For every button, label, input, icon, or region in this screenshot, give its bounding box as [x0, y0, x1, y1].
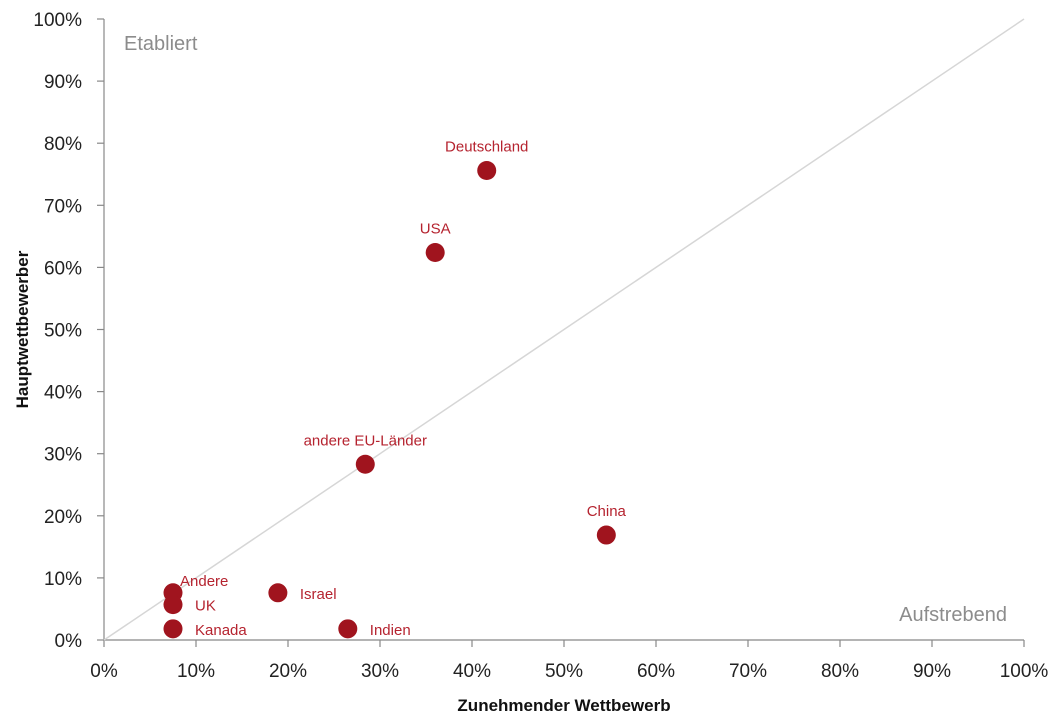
data-point-usa — [425, 242, 445, 262]
data-label-andere: Andere — [180, 573, 228, 590]
x-tick-label: 50% — [545, 661, 583, 682]
x-tick-label: 30% — [361, 661, 399, 682]
y-tick-label: 90% — [44, 72, 82, 93]
data-label-israel: Israel — [300, 586, 337, 603]
data-point-uk — [163, 595, 183, 615]
data-label-china: China — [587, 503, 627, 520]
y-tick-label: 50% — [44, 321, 82, 342]
x-axis: 0% 10% 20% 30% 40% 50% 60% 70% 80% 90% 100% — [90, 639, 1049, 682]
x-tick-label: 80% — [821, 661, 859, 682]
x-tick-label: 10% — [177, 661, 215, 682]
data-point-andere-eu-länder — [355, 454, 375, 474]
y-tick-label: 0% — [55, 631, 83, 652]
y-tick-label: 80% — [44, 134, 82, 155]
quadrant-label-etabliert: Etabliert — [124, 33, 198, 55]
y-tick-label: 30% — [44, 445, 82, 466]
data-point-deutschland — [477, 161, 497, 181]
x-tick-label: 60% — [637, 661, 675, 682]
data-label-deutschland: Deutschland — [445, 139, 528, 156]
y-axis-title: Hauptwettbewerber — [13, 250, 32, 408]
data-label-uk: UK — [195, 598, 216, 615]
x-axis-title: Zunehmender Wettbewerb — [457, 696, 670, 715]
data-point-israel — [268, 583, 288, 603]
data-label-indien: Indien — [370, 622, 411, 639]
data-point-china — [596, 525, 616, 545]
x-tick-label: 100% — [1000, 661, 1049, 682]
x-tick-label: 20% — [269, 661, 307, 682]
y-axis: 0% 10% 20% 30% 40% 50% 60% 70% 80% 90% 100% — [33, 10, 105, 652]
quadrant-label-aufstrebend: Aufstrebend — [899, 604, 1007, 626]
y-tick-label: 40% — [44, 383, 82, 404]
data-point-indien — [338, 619, 358, 639]
data-points: Deutschland USA andere EU-Länder China Ander… — [163, 139, 627, 639]
x-tick-label: 90% — [913, 661, 951, 682]
data-label-andere-eu-länder: andere EU-Länder — [304, 432, 427, 449]
data-point-kanada — [163, 619, 183, 639]
diagonal-reference-line — [103, 18, 1025, 641]
data-label-kanada: Kanada — [195, 622, 247, 639]
x-tick-label: 70% — [729, 661, 767, 682]
data-label-usa: USA — [420, 220, 451, 237]
x-tick-label: 40% — [453, 661, 491, 682]
y-tick-label: 60% — [44, 258, 82, 279]
y-tick-label: 100% — [33, 10, 82, 31]
y-tick-label: 70% — [44, 196, 82, 217]
y-tick-label: 20% — [44, 507, 82, 528]
y-tick-label: 10% — [44, 569, 82, 590]
x-tick-label: 0% — [90, 661, 118, 682]
